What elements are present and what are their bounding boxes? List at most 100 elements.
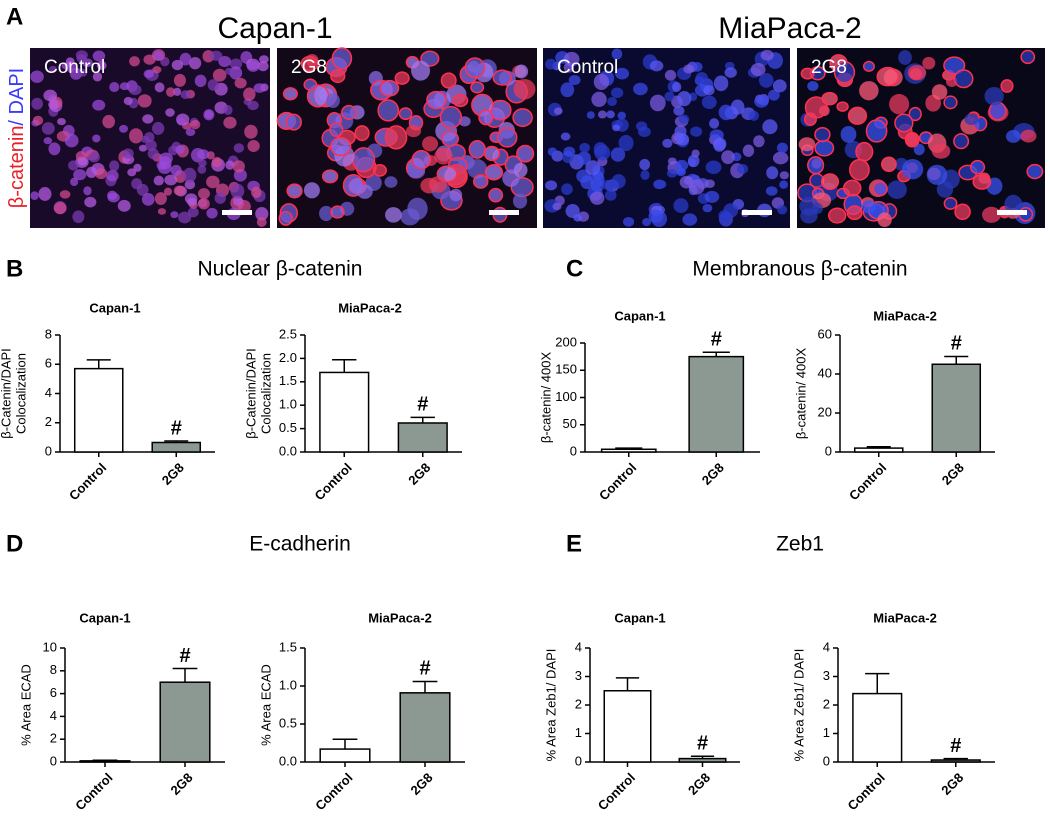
y-tick-label: 3 (823, 668, 830, 683)
bar (688, 355, 745, 453)
bar (319, 748, 371, 763)
cell (984, 86, 1004, 106)
cell (385, 207, 402, 223)
cell (662, 138, 673, 148)
cell (618, 134, 634, 152)
cell (814, 126, 831, 143)
cell (760, 49, 774, 61)
cell (411, 149, 432, 170)
cell (179, 52, 192, 66)
cell (329, 122, 344, 138)
cell (185, 128, 196, 137)
cell (602, 179, 615, 191)
cell (439, 105, 463, 129)
cell (165, 87, 176, 97)
cell (285, 113, 302, 131)
cell (214, 192, 226, 204)
cell (723, 203, 739, 218)
stain-red: β-catenin (6, 126, 28, 209)
y-axis-label: β-catenin/ 400X (793, 348, 808, 440)
cell (768, 89, 780, 101)
annotation: # (419, 658, 430, 680)
y-tick-label: 6 (50, 685, 57, 700)
cell (905, 133, 918, 146)
y-axis-label: % Area ECAD (18, 664, 33, 746)
cell (695, 72, 709, 84)
cell (180, 90, 191, 100)
cell (953, 133, 970, 150)
cell (488, 187, 504, 203)
chart-title: Capan-1 (89, 300, 140, 315)
cell (123, 96, 133, 106)
y-tick-label: 100 (555, 389, 577, 404)
cell (57, 117, 66, 126)
cell (579, 142, 590, 153)
cell (330, 136, 352, 157)
y-tick-label: 10 (43, 639, 57, 654)
cell (119, 124, 128, 133)
y-tick-label: 1.5 (279, 639, 297, 654)
cell (229, 58, 243, 70)
cell (848, 158, 870, 181)
cell (247, 100, 259, 111)
y-tick-label: 0 (570, 443, 577, 458)
cell (676, 133, 690, 146)
x-tick-label: 2G8 (168, 770, 196, 798)
cell (182, 167, 197, 183)
cell (877, 212, 892, 228)
cell (59, 190, 71, 199)
cell (855, 141, 874, 162)
cell (675, 159, 689, 171)
cell (898, 50, 912, 65)
cell (766, 166, 779, 180)
cell (753, 135, 765, 148)
cell (666, 169, 678, 178)
cell (814, 139, 835, 157)
cell (664, 69, 677, 81)
cell (833, 60, 856, 84)
cell (742, 144, 755, 157)
section-title: Zeb1 (776, 533, 824, 556)
cell (894, 113, 914, 133)
cell (943, 56, 966, 75)
cell (96, 60, 107, 70)
cell (908, 106, 922, 122)
x-tick-label: 2G8 (408, 770, 436, 798)
chart-title: MiaPaca-2 (873, 610, 937, 625)
cell (1020, 49, 1036, 65)
cell (223, 105, 233, 116)
y-tick-label: 2.5 (279, 326, 297, 341)
image-label: 2G8 (811, 57, 847, 78)
cell (212, 68, 227, 82)
cell (129, 128, 143, 144)
cell (159, 156, 172, 170)
cell (547, 147, 558, 157)
cell (176, 117, 186, 126)
cell (206, 175, 220, 189)
cell (152, 66, 162, 74)
cell (657, 180, 667, 189)
cell (467, 159, 488, 179)
cell (153, 175, 164, 186)
cell (610, 87, 624, 99)
cell (820, 173, 840, 191)
cell (131, 178, 143, 190)
cell (828, 207, 847, 224)
cell (68, 160, 79, 171)
cell (246, 61, 260, 72)
cell (683, 64, 695, 74)
y-tick-label: 60 (818, 326, 832, 341)
cell (565, 204, 580, 218)
cell (48, 65, 58, 73)
cell (560, 132, 571, 141)
cell (257, 61, 269, 72)
cell (590, 178, 605, 193)
cell (109, 160, 120, 172)
cell (673, 105, 685, 116)
cell (758, 73, 774, 88)
cell (92, 50, 106, 62)
y-tick-label: 0 (825, 443, 832, 458)
bar (159, 681, 211, 763)
annotation: # (171, 417, 182, 439)
cell (140, 135, 150, 143)
